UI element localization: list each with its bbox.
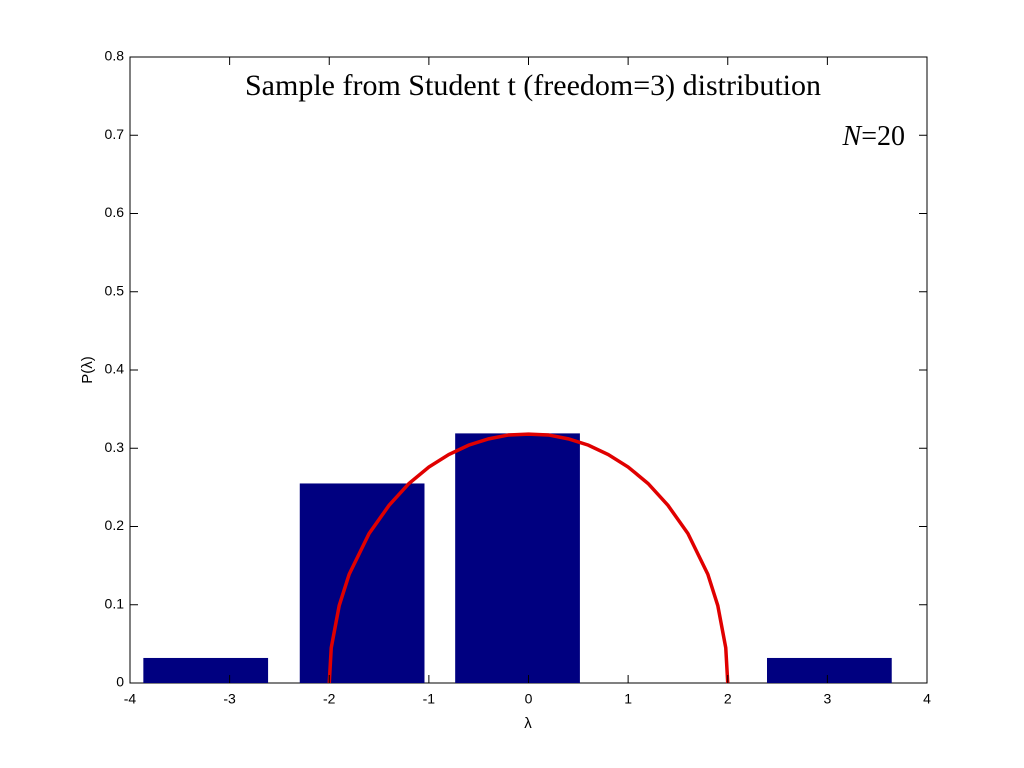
x-axis-label: λ (524, 715, 532, 732)
x-tick-label: -2 (323, 691, 336, 707)
x-tick-label: 2 (724, 691, 732, 707)
x-tick-label: -3 (223, 691, 236, 707)
y-tick-label: 0.2 (105, 517, 125, 533)
chart-title: Sample from Student t (freedom=3) distri… (245, 69, 821, 102)
bar (299, 483, 425, 683)
bar (143, 657, 269, 683)
x-tick-label: -4 (124, 691, 137, 707)
bar (767, 657, 892, 683)
y-tick-label: 0 (116, 674, 124, 690)
y-tick-label: 0.7 (105, 126, 125, 142)
y-tick-label: 0.5 (105, 282, 125, 298)
x-tick-label: 3 (823, 691, 831, 707)
y-tick-label: 0.1 (105, 595, 125, 611)
x-tick-label: 0 (525, 691, 533, 707)
curve (327, 432, 730, 684)
y-tick-label: 0.4 (105, 361, 125, 377)
y-tick-label: 0.6 (105, 204, 125, 220)
x-tick-label: -1 (423, 691, 436, 707)
x-tick-label: 1 (624, 691, 632, 707)
annotation: N=20 (842, 121, 905, 152)
x-tick-label: 4 (923, 691, 931, 707)
bar (455, 433, 580, 683)
y-tick-label: 0.3 (105, 439, 125, 455)
y-axis-label: P(λ) (79, 356, 96, 384)
y-tick-label: 0.8 (105, 48, 125, 64)
